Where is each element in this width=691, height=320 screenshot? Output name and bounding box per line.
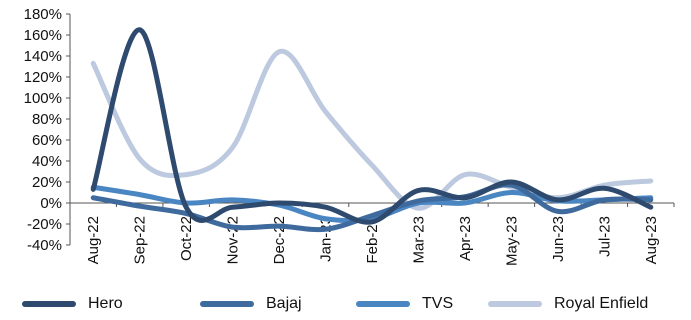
series-line-hero (90, 27, 654, 225)
data-point-royal-enfield (370, 163, 374, 167)
y-tick-label: 120% (24, 69, 62, 86)
data-point-hero (509, 180, 513, 184)
data-point-royal-enfield (416, 206, 420, 210)
x-tick-label: Nov-22 (225, 216, 242, 264)
legend-label: Royal Enfield (554, 295, 649, 312)
x-tick-label: Sep-22 (132, 216, 149, 264)
legend-swatch (22, 301, 76, 307)
line-chart: 180% 160% 140% 120% 100% 80% 60% 40% 20% 0% -20% -4… (24, 6, 675, 266)
y-tick-label: 20% (32, 174, 62, 191)
data-point-bajaj (556, 209, 560, 213)
x-tick-label: Aug-22 (85, 216, 102, 264)
data-point-royal-enfield (138, 157, 142, 161)
data-point-tvs (463, 201, 467, 205)
y-tick-label: 180% (24, 6, 62, 23)
x-tick-label: Jan-23 (318, 216, 335, 262)
legend-swatch (356, 301, 410, 307)
data-point-hero (324, 205, 328, 209)
legend-item-hero: Hero (22, 292, 123, 316)
x-tick-label: Jun-23 (550, 216, 567, 262)
data-point-bajaj (277, 224, 281, 228)
y-tick-label: 0% (40, 195, 62, 212)
legend-item-bajaj: Bajaj (200, 292, 302, 316)
data-point-hero (184, 205, 188, 209)
x-tick-label: Mar-23 (410, 216, 427, 264)
legend-label: Hero (88, 295, 123, 312)
data-point-royal-enfield (91, 61, 95, 65)
data-point-royal-enfield (324, 110, 328, 114)
data-point-hero (556, 198, 560, 202)
data-point-hero (463, 196, 467, 200)
y-tick-label: 160% (24, 27, 62, 44)
data-point-tvs (324, 217, 328, 221)
data-point-bajaj (416, 199, 420, 203)
data-point-royal-enfield (231, 145, 235, 149)
y-tick-label: 100% (24, 90, 62, 107)
data-point-bajaj (231, 225, 235, 229)
y-tick-label: 80% (32, 111, 62, 128)
data-point-bajaj (91, 196, 95, 200)
data-point-royal-enfield (649, 179, 653, 183)
x-tick-label: Oct-22 (178, 216, 195, 261)
x-tick-label: Jul-23 (596, 216, 613, 257)
legend-item-tvs: TVS (356, 292, 453, 316)
data-point-hero (649, 205, 653, 209)
data-point-bajaj (602, 198, 606, 202)
legend-item-royal-enfield: Royal Enfield (488, 292, 648, 316)
legend: Hero Bajaj TVS Royal Enfield (0, 292, 691, 316)
x-tick-label: Apr-23 (457, 216, 474, 261)
legend-label: TVS (422, 295, 454, 312)
data-point-hero (138, 28, 142, 32)
data-point-royal-enfield (463, 173, 467, 177)
data-point-bajaj (370, 214, 374, 218)
data-point-tvs (509, 191, 513, 194)
y-tick-label: 40% (32, 153, 62, 170)
data-point-hero (416, 188, 420, 192)
y-tick-label: -20% (27, 216, 62, 233)
data-point-hero (231, 205, 235, 209)
x-tick-label: May-23 (503, 216, 520, 266)
legend-swatch (488, 301, 542, 307)
data-point-hero (277, 201, 281, 205)
legend-label: Bajaj (266, 295, 302, 312)
data-point-hero (370, 220, 374, 224)
data-point-hero (602, 186, 606, 190)
data-point-bajaj (138, 204, 142, 208)
y-tick-label: -40% (27, 237, 62, 254)
data-point-royal-enfield (277, 50, 281, 54)
data-point-bajaj (324, 227, 328, 231)
x-tick-label: Feb-23 (364, 216, 381, 264)
y-tick-label: 140% (24, 48, 62, 65)
x-tick-label: Dec-22 (271, 216, 288, 264)
y-tick-label: 60% (32, 132, 62, 149)
data-point-tvs (138, 193, 142, 197)
x-tick-label: Aug-23 (643, 216, 660, 264)
data-point-royal-enfield (184, 173, 188, 177)
data-point-tvs (231, 198, 235, 202)
data-point-hero (91, 187, 95, 191)
data-point-bajaj (649, 198, 653, 202)
legend-swatch (200, 301, 254, 307)
